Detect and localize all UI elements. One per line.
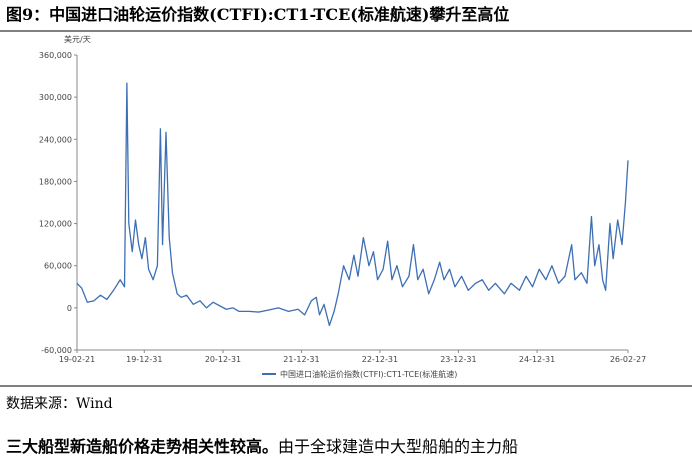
x-tick-label: 21-12-31 xyxy=(283,355,319,364)
x-tick-label: 20-12-31 xyxy=(205,355,241,364)
x-tick-label: 22-12-31 xyxy=(362,355,398,364)
y-tick-label: 360,000 xyxy=(39,51,72,60)
y-tick-label: 180,000 xyxy=(39,177,72,186)
y-tick-label: 0 xyxy=(67,304,72,313)
y-tick-label: 60,000 xyxy=(44,262,72,271)
x-tick-label: 19-02-21 xyxy=(59,355,95,364)
y-tick-label: -60,000 xyxy=(41,346,72,355)
paragraph-text: 由于全球建造中大型船舶的主力船 xyxy=(278,437,518,456)
x-tick-label: 19-12-31 xyxy=(126,355,162,364)
x-tick-label: 23-12-31 xyxy=(440,355,476,364)
y-unit: 美元/天 xyxy=(64,34,91,44)
paragraph-bold: 三大船型新造船价格走势相关性较高。 xyxy=(6,437,278,456)
y-tick-label: 120,000 xyxy=(39,220,72,229)
x-tick-label: 24-12-31 xyxy=(519,355,555,364)
paragraph: 三大船型新造船价格走势相关性较高。由于全球建造中大型船舶的主力船 xyxy=(6,437,518,456)
y-tick-label: 240,000 xyxy=(39,135,72,144)
figure-title: 图9：中国进口油轮运价指数(CTFI):CT1-TCE(标准航速)攀升至高位 xyxy=(6,5,509,24)
legend-label: 中国进口油轮运价指数(CTFI):CT1-TCE(标准航速) xyxy=(280,369,457,379)
y-tick-label: 300,000 xyxy=(39,93,72,102)
x-tick-label: 26-02-27 xyxy=(610,355,646,364)
series-line xyxy=(76,82,629,327)
source: 数据来源：Wind xyxy=(6,396,113,412)
